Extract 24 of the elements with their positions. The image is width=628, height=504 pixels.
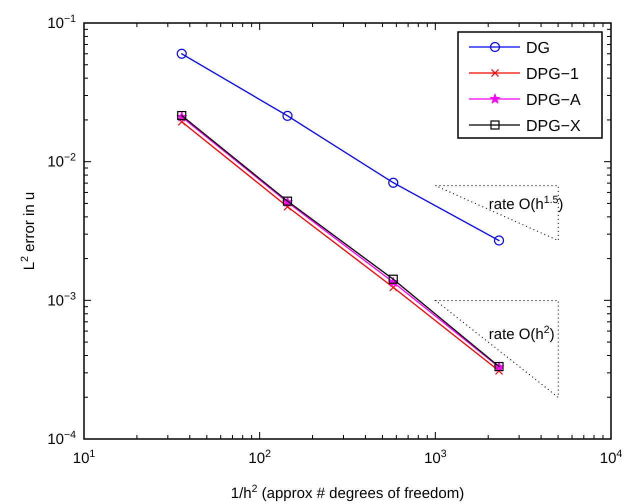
point	[494, 235, 504, 246]
point	[282, 110, 293, 121]
x-tick-label: 10$^{3}$	[424, 448, 447, 467]
point	[388, 178, 398, 188]
legend-label: DPG−A	[526, 92, 582, 109]
y-tick-label: 10$^{−4}$	[47, 429, 76, 448]
annotation: rate O(h$^{2}$)	[488, 324, 555, 344]
legend-label: DPG−X	[526, 118, 582, 135]
x-tick-label: 10$^{4}$	[600, 448, 622, 467]
x-tick-label: 10$^{1}$	[72, 448, 96, 467]
x-tick-label: 10$^{2}$	[248, 448, 272, 467]
point	[283, 202, 292, 211]
y-tick-label: 10$^{−2}$	[47, 152, 76, 171]
y-tick-label: 10$^{−1}$	[47, 13, 76, 32]
y-tick-label: 10$^{−3}$	[47, 290, 76, 310]
point	[176, 48, 187, 59]
point	[388, 274, 398, 284]
x-axis-title: 1/h$^{2}$ (approx # degrees of freedom)	[230, 483, 464, 502]
point	[494, 366, 504, 375]
point	[389, 283, 398, 292]
point	[178, 118, 186, 126]
legend-label: DPG−1	[526, 66, 580, 83]
annotation: rate O(h$^{1.5}$)	[488, 194, 564, 213]
legend-label: DG	[526, 40, 550, 57]
